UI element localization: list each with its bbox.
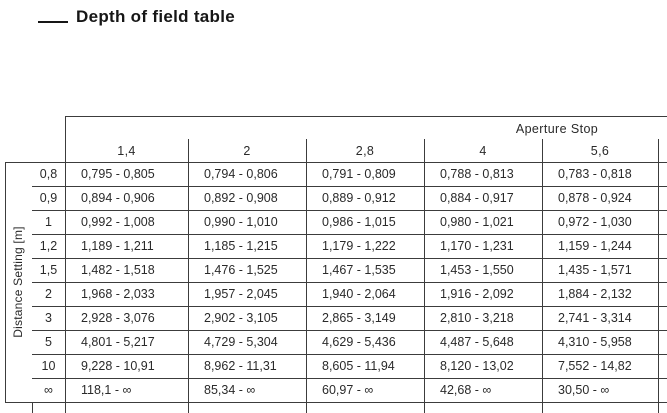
dof-range-cell: 0,889 - 0,912 xyxy=(322,191,396,205)
dof-range-cell: 0,894 - 0,906 xyxy=(81,191,155,205)
dof-range-cell: 60,97 - ∞ xyxy=(322,383,374,397)
distance-cell: 1,5 xyxy=(39,263,58,277)
dof-range-cell: 2,902 - 3,105 xyxy=(204,311,278,325)
gridline xyxy=(5,162,6,402)
gridline xyxy=(32,282,667,283)
gridline xyxy=(188,139,189,402)
distance-cell: 5 xyxy=(45,335,52,349)
gridline xyxy=(32,306,667,307)
gridline xyxy=(306,403,307,413)
dof-range-cell: 8,962 - 11,31 xyxy=(204,359,277,373)
gridline xyxy=(32,330,667,331)
dof-range-cell: 4,310 - 5,958 xyxy=(558,335,632,349)
dof-range-cell: 118,1 - ∞ xyxy=(81,383,132,397)
gridline xyxy=(306,139,307,402)
gridline xyxy=(32,186,667,187)
distance-cell: 10 xyxy=(41,359,56,373)
dof-range-cell: 1,435 - 1,571 xyxy=(558,263,632,277)
gridline xyxy=(32,234,667,235)
gridline xyxy=(5,162,667,163)
dof-range-cell: 4,487 - 5,648 xyxy=(440,335,514,349)
dof-range-cell: 30,50 - ∞ xyxy=(558,383,610,397)
dof-range-cell: 0,788 - 0,813 xyxy=(440,167,514,181)
gridline xyxy=(658,403,659,413)
dof-range-cell: 1,482 - 1,518 xyxy=(81,263,155,277)
dof-range-cell: 0,783 - 0,818 xyxy=(558,167,632,181)
gridline xyxy=(32,210,667,211)
gridline xyxy=(65,116,66,402)
distance-cell: 0,8 xyxy=(39,167,58,181)
distance-cell: 3 xyxy=(45,311,52,325)
dof-range-cell: 0,794 - 0,806 xyxy=(204,167,278,181)
dof-range-cell: 0,884 - 0,917 xyxy=(440,191,514,205)
aperture-stop-group-header: Aperture Stop xyxy=(515,122,599,136)
dof-range-cell: 85,34 - ∞ xyxy=(204,383,256,397)
dof-range-cell: 2,810 - 3,218 xyxy=(440,311,514,325)
dof-range-cell: 2,865 - 3,149 xyxy=(322,311,396,325)
distance-cell: ∞ xyxy=(44,383,53,397)
dof-range-cell: 1,476 - 1,525 xyxy=(204,263,278,277)
aperture-column-header: 5,6 xyxy=(590,144,610,158)
dof-range-cell: 2,928 - 3,076 xyxy=(81,311,155,325)
gridline xyxy=(542,139,543,402)
dof-range-cell: 0,990 - 1,010 xyxy=(204,215,278,229)
dof-range-cell: 1,467 - 1,535 xyxy=(322,263,396,277)
dof-range-cell: 4,729 - 5,304 xyxy=(204,335,278,349)
dof-range-cell: 1,159 - 1,244 xyxy=(558,239,632,253)
aperture-column-header: 2 xyxy=(243,144,251,158)
dof-range-cell: 7,552 - 14,82 xyxy=(558,359,632,373)
dof-range-cell: 2,741 - 3,314 xyxy=(558,311,632,325)
dof-range-cell: 0,795 - 0,805 xyxy=(81,167,155,181)
aperture-column-header: 1,4 xyxy=(117,144,136,158)
dof-range-cell: 8,120 - 13,02 xyxy=(440,359,514,373)
title-rule-line xyxy=(38,21,68,23)
dof-range-cell: 1,884 - 2,132 xyxy=(558,287,632,301)
dof-range-cell: 0,980 - 1,021 xyxy=(440,215,514,229)
dof-range-cell: 4,801 - 5,217 xyxy=(81,335,155,349)
aperture-column-header: 4 xyxy=(479,144,487,158)
gridline xyxy=(32,403,33,413)
gridline xyxy=(188,403,189,413)
dof-range-cell: 1,453 - 1,550 xyxy=(440,263,514,277)
dof-range-cell: 1,916 - 2,092 xyxy=(440,287,514,301)
dof-range-cell: 0,878 - 0,924 xyxy=(558,191,632,205)
dof-range-cell: 1,170 - 1,231 xyxy=(440,239,514,253)
dof-range-cell: 8,605 - 11,94 xyxy=(322,359,395,373)
dof-range-cell: 1,179 - 1,222 xyxy=(322,239,396,253)
gridline xyxy=(32,378,667,379)
dof-range-cell: 42,68 - ∞ xyxy=(440,383,492,397)
dof-range-cell: 1,968 - 2,033 xyxy=(81,287,155,301)
dof-range-cell: 0,972 - 1,030 xyxy=(558,215,632,229)
dof-range-cell: 0,986 - 1,015 xyxy=(322,215,396,229)
dof-range-cell: 0,992 - 1,008 xyxy=(81,215,155,229)
dof-range-cell: 1,957 - 2,045 xyxy=(204,287,278,301)
dof-range-cell: 0,791 - 0,809 xyxy=(322,167,396,181)
aperture-column-header: 2,8 xyxy=(355,144,375,158)
dof-range-cell: 1,185 - 1,215 xyxy=(204,239,278,253)
distance-cell: 2 xyxy=(45,287,52,301)
distance-cell: 1,2 xyxy=(39,239,58,253)
page-title: Depth of field table xyxy=(76,7,235,26)
dof-range-cell: 4,629 - 5,436 xyxy=(322,335,396,349)
distance-setting-axis-label: Distance Setting [m] xyxy=(11,226,25,338)
gridline xyxy=(424,139,425,402)
dof-range-cell: 0,892 - 0,908 xyxy=(204,191,278,205)
dof-range-cell: 9,228 - 10,91 xyxy=(81,359,155,373)
gridline xyxy=(65,403,66,413)
distance-cell: 0,9 xyxy=(39,191,58,205)
distance-cell: 1 xyxy=(45,215,52,229)
gridline xyxy=(542,403,543,413)
gridline xyxy=(65,116,667,117)
gridline xyxy=(5,402,667,403)
gridline xyxy=(32,354,667,355)
dof-range-cell: 1,940 - 2,064 xyxy=(322,287,396,301)
gridline xyxy=(658,139,659,402)
dof-range-cell: 1,189 - 1,211 xyxy=(81,239,154,253)
gridline xyxy=(32,258,667,259)
gridline xyxy=(424,403,425,413)
